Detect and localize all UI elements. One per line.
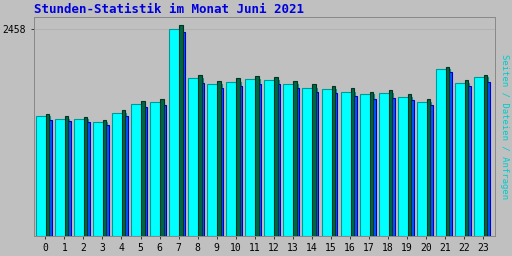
Bar	[150, 102, 164, 236]
Bar	[370, 92, 373, 236]
Bar	[314, 92, 318, 236]
Bar	[295, 88, 300, 236]
Bar	[446, 67, 449, 236]
Bar	[408, 94, 411, 236]
Bar	[398, 97, 412, 236]
Bar	[142, 107, 147, 236]
Bar	[428, 105, 433, 236]
Bar	[219, 88, 223, 236]
Bar	[123, 116, 128, 236]
Bar	[122, 110, 125, 236]
Bar	[284, 84, 297, 236]
Bar	[389, 90, 392, 236]
Bar	[417, 102, 431, 236]
Bar	[331, 86, 335, 236]
Bar	[378, 93, 393, 236]
Bar	[245, 79, 260, 236]
Bar	[161, 105, 166, 236]
Bar	[352, 96, 356, 236]
Bar	[226, 82, 241, 236]
Bar	[55, 119, 69, 236]
Bar	[484, 75, 487, 236]
Bar	[200, 82, 204, 236]
Bar	[474, 78, 488, 236]
Bar	[180, 32, 185, 236]
Bar	[93, 122, 108, 236]
Bar	[466, 86, 471, 236]
Bar	[426, 99, 430, 236]
Bar	[351, 88, 354, 236]
Bar	[293, 81, 297, 236]
Bar	[340, 92, 355, 236]
Bar	[255, 76, 259, 236]
Bar	[85, 122, 90, 236]
Bar	[390, 98, 395, 236]
Bar	[333, 93, 337, 236]
Bar	[47, 120, 52, 236]
Bar	[104, 125, 109, 236]
Bar	[74, 119, 88, 236]
Bar	[84, 116, 88, 236]
Bar	[264, 80, 279, 236]
Bar	[141, 101, 144, 236]
Bar	[409, 100, 414, 236]
Bar	[179, 25, 183, 236]
Bar	[465, 80, 468, 236]
Bar	[103, 120, 106, 236]
Bar	[303, 88, 317, 236]
Bar	[112, 113, 126, 236]
Bar	[237, 78, 240, 236]
Bar	[131, 104, 145, 236]
Bar	[217, 81, 221, 236]
Bar	[275, 84, 281, 236]
Bar	[274, 77, 278, 236]
Bar	[257, 84, 261, 236]
Bar	[436, 69, 450, 236]
Bar	[65, 116, 69, 236]
Bar	[169, 29, 183, 236]
Bar	[447, 72, 452, 236]
Bar	[322, 89, 336, 236]
Bar	[238, 86, 242, 236]
Bar	[359, 94, 374, 236]
Bar	[485, 82, 490, 236]
Y-axis label: Seiten / Dateien / Anfragen: Seiten / Dateien / Anfragen	[500, 54, 509, 199]
Bar	[312, 84, 316, 236]
Bar	[160, 99, 163, 236]
Text: Stunden-Statistik im Monat Juni 2021: Stunden-Statistik im Monat Juni 2021	[34, 3, 304, 16]
Bar	[207, 84, 222, 236]
Bar	[455, 82, 469, 236]
Bar	[46, 114, 49, 236]
Bar	[198, 75, 202, 236]
Bar	[36, 116, 50, 236]
Bar	[188, 78, 203, 236]
Bar	[371, 99, 376, 236]
Bar	[66, 121, 71, 236]
